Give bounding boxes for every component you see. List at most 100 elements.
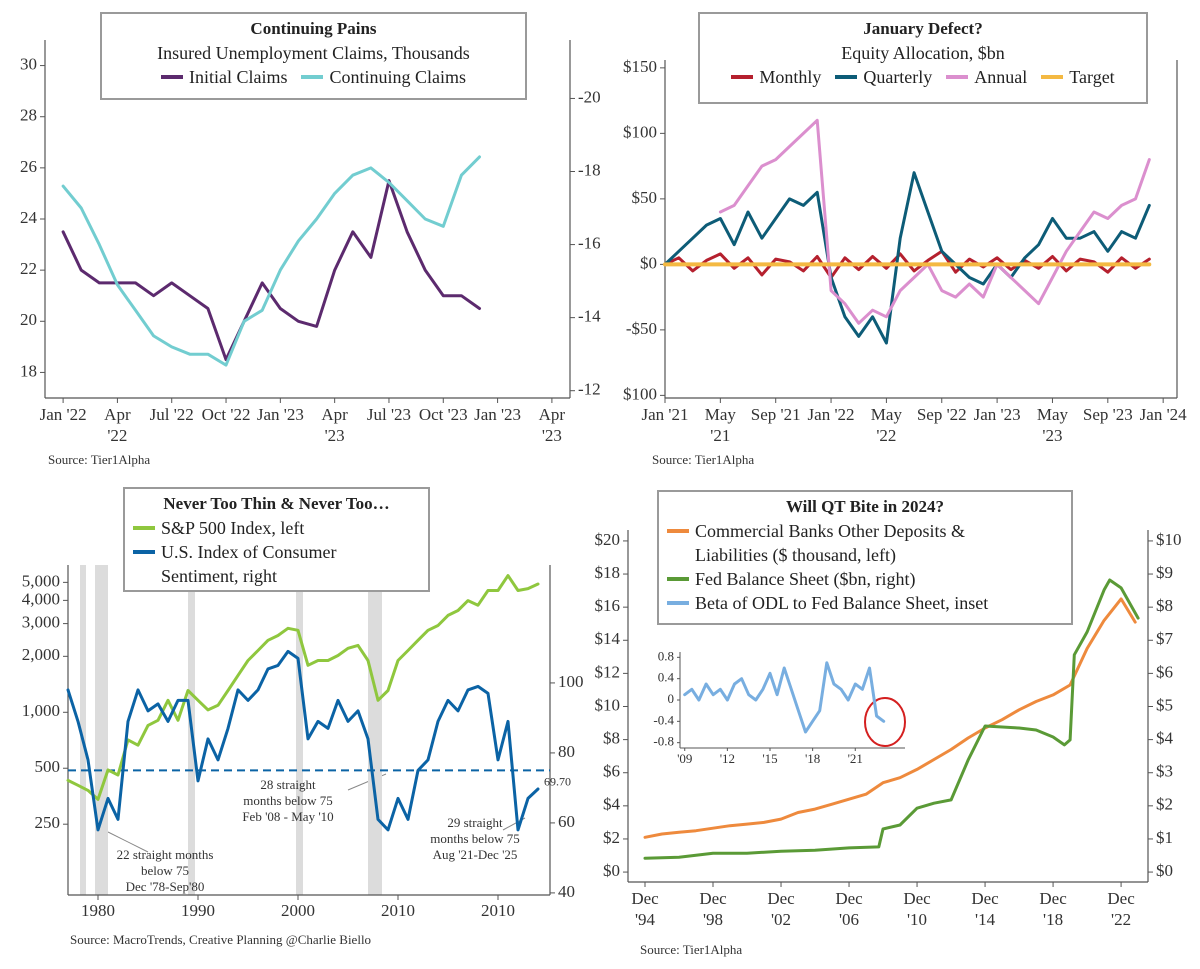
source-note: Source: Tier1Alpha bbox=[640, 942, 743, 957]
x-tick-label: Sep '22 bbox=[916, 405, 967, 424]
annotation: 22 straight months below 75 Dec '78-Sep'80 bbox=[65, 847, 265, 895]
x-tick-label: Jan '23 bbox=[474, 405, 522, 424]
legend-label: U.S. Index of Consumer Sentiment, right bbox=[161, 542, 337, 586]
y-tick-label: $16 bbox=[595, 596, 621, 615]
y2-tick-label: $8 bbox=[1156, 596, 1173, 615]
legend-swatch bbox=[835, 75, 858, 79]
annotation-line: Aug '21-Dec '25 bbox=[432, 847, 518, 862]
x-tick-label: Jan '22 bbox=[807, 405, 855, 424]
legend-item: Monthly bbox=[731, 65, 821, 89]
y-tick-label: 3,000 bbox=[22, 613, 60, 632]
y-tick-label: 500 bbox=[35, 757, 61, 776]
legend-item: Annual bbox=[946, 65, 1027, 89]
x-tick-label: Jul '22 bbox=[149, 405, 194, 424]
x-tick-label: Oct '23 bbox=[418, 405, 468, 424]
x-tick-label: Apr '23 bbox=[538, 405, 566, 445]
y-tick-label: $100 bbox=[623, 122, 657, 141]
y2-tick-label: $6 bbox=[1156, 662, 1173, 681]
y-tick-label: 24 bbox=[20, 208, 38, 227]
annotation-line: below 75 bbox=[140, 863, 190, 878]
annotation: 28 straight months below 75 Feb '08 - May … bbox=[188, 777, 388, 825]
shaded-period bbox=[95, 565, 108, 895]
x-tick-label: Jan '23 bbox=[973, 405, 1021, 424]
legend-label: Initial Claims bbox=[188, 67, 288, 87]
legend-item: Initial Claims bbox=[160, 65, 288, 89]
annotation-connector bbox=[107, 831, 149, 853]
x-tick-label: Dec '98 bbox=[699, 889, 727, 929]
series-line bbox=[61, 179, 481, 362]
legend-items: S&P 500 Index, left U.S. Index of Consume… bbox=[133, 516, 420, 588]
y2-tick-label: -16 bbox=[578, 233, 601, 252]
series-line bbox=[718, 118, 1151, 325]
x-tick-label: Dec '14 bbox=[971, 889, 999, 929]
legend-swatch bbox=[301, 75, 324, 79]
y2-tick-label: -14 bbox=[578, 307, 601, 326]
y-tick-label: $14 bbox=[595, 629, 621, 648]
x-tick-label: Sep '23 bbox=[1082, 405, 1133, 424]
series-line bbox=[643, 578, 1140, 860]
y-tick-label: 2,000 bbox=[22, 645, 60, 664]
source-note: Source: MacroTrends, Creative Planning @… bbox=[70, 932, 372, 947]
x-tick-label: Dec '06 bbox=[835, 889, 863, 929]
series-line bbox=[663, 171, 1151, 345]
y2-tick-label: $3 bbox=[1156, 762, 1173, 781]
y-tick-label: 20 bbox=[20, 310, 37, 329]
series-line bbox=[643, 597, 1137, 839]
series-line bbox=[683, 661, 886, 734]
legend-label: Fed Balance Sheet ($bn, right) bbox=[695, 569, 916, 589]
legend-label: Commercial Banks Other Deposits & Liabil… bbox=[695, 521, 965, 565]
y-tick-label: $12 bbox=[595, 662, 621, 681]
x-tick-label: Jul '23 bbox=[366, 405, 412, 424]
annotation: 29 straight months below 75 Aug '21-Dec '2… bbox=[375, 815, 575, 863]
y2-tick-label: $10 bbox=[1156, 530, 1182, 549]
y-tick-label: 5,000 bbox=[22, 571, 60, 590]
x-tick-label: May '22 bbox=[870, 405, 902, 445]
y-tick-label: $0 bbox=[603, 861, 620, 880]
inset-y-tick-label: -0.4 bbox=[653, 712, 674, 727]
chart-title: Never Too Thin & Never Too… bbox=[163, 494, 390, 513]
legend-item: Fed Balance Sheet ($bn, right) bbox=[667, 567, 1063, 591]
series-line bbox=[66, 649, 540, 832]
x-tick-label: 1990 bbox=[181, 901, 215, 920]
y-tick-label: $20 bbox=[595, 530, 621, 549]
x-tick-label: Dec '22 bbox=[1107, 889, 1135, 929]
chart-title: Continuing Pains bbox=[250, 19, 377, 38]
y-tick-label: 18 bbox=[20, 361, 37, 380]
legend-item: Commercial Banks Other Deposits & Liabil… bbox=[667, 519, 1063, 567]
inset-x-tick-label: '15 bbox=[762, 751, 777, 766]
y2-tick-label: -12 bbox=[578, 380, 601, 399]
x-tick-label: Oct '22 bbox=[201, 405, 251, 424]
y2-tick-label: $7 bbox=[1156, 629, 1174, 648]
legend-label: S&P 500 Index, left bbox=[161, 518, 305, 538]
y-tick-label: $50 bbox=[632, 188, 658, 207]
legend-label: Continuing Claims bbox=[329, 67, 466, 87]
x-tick-label: May '21 bbox=[704, 405, 736, 445]
y-tick-label: 4,000 bbox=[22, 589, 60, 608]
x-tick-label: Dec '18 bbox=[1039, 889, 1067, 929]
legend: Continuing Pains Insured Unemployment Cla… bbox=[100, 12, 527, 100]
x-tick-label: Jan '24 bbox=[1139, 405, 1187, 424]
x-tick-label: Jan '21 bbox=[641, 405, 689, 424]
y2-tick-label: 80 bbox=[558, 742, 575, 761]
legend-item: Beta of ODL to Fed Balance Sheet, inset bbox=[667, 591, 1063, 615]
inset-x-tick-label: '09 bbox=[677, 751, 692, 766]
legend: Never Too Thin & Never Too… S&P 500 Index… bbox=[123, 487, 430, 592]
legend-swatch bbox=[946, 75, 969, 79]
legend: January Defect? Equity Allocation, $bn Mon… bbox=[698, 12, 1148, 104]
shaded-period bbox=[80, 565, 86, 895]
annotation-line: months below 75 bbox=[430, 831, 520, 846]
y-tick-label: $10 bbox=[595, 695, 621, 714]
annotation-line: Feb '08 - May '10 bbox=[242, 809, 334, 824]
y-tick-label: $4 bbox=[603, 795, 621, 814]
legend-swatch bbox=[133, 526, 155, 530]
series-line bbox=[66, 574, 540, 801]
legend-label: Quarterly bbox=[863, 67, 933, 87]
y2-tick-label: 60 bbox=[558, 812, 575, 831]
x-tick-label: Dec '10 bbox=[903, 889, 931, 929]
x-tick-label: Jan '22 bbox=[39, 405, 87, 424]
chart-title: January Defect? bbox=[863, 19, 983, 38]
source-note: Source: Tier1Alpha bbox=[48, 452, 151, 467]
